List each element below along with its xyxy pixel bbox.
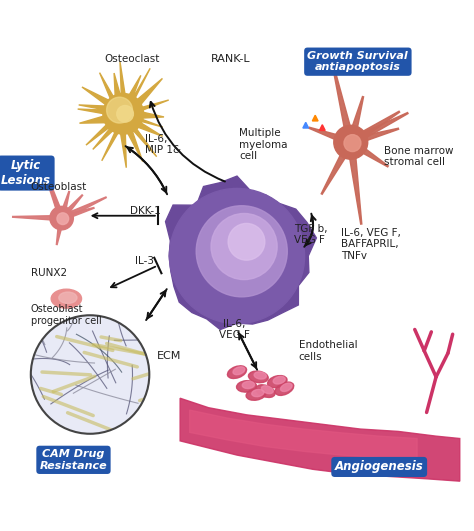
Polygon shape bbox=[61, 208, 94, 220]
Circle shape bbox=[107, 97, 132, 123]
Ellipse shape bbox=[256, 385, 275, 397]
Text: Osteoblast
progenitor cell: Osteoblast progenitor cell bbox=[31, 304, 101, 326]
Text: IL-6, VEG F,
BAFFAPRIL,
TNFv: IL-6, VEG F, BAFFAPRIL, TNFv bbox=[341, 228, 401, 261]
Ellipse shape bbox=[267, 375, 287, 388]
Ellipse shape bbox=[237, 381, 256, 392]
Text: CAM Drug
Resistance: CAM Drug Resistance bbox=[40, 449, 107, 470]
Polygon shape bbox=[319, 125, 325, 131]
Polygon shape bbox=[61, 197, 106, 220]
Ellipse shape bbox=[248, 371, 268, 383]
Polygon shape bbox=[56, 218, 64, 245]
Circle shape bbox=[196, 205, 287, 297]
Ellipse shape bbox=[275, 382, 294, 396]
Text: Angiogenesis: Angiogenesis bbox=[335, 460, 424, 474]
Polygon shape bbox=[165, 176, 316, 330]
Circle shape bbox=[103, 93, 144, 134]
Text: Osteoblast: Osteoblast bbox=[31, 182, 87, 192]
Polygon shape bbox=[312, 115, 318, 121]
Polygon shape bbox=[46, 179, 64, 219]
Polygon shape bbox=[347, 142, 362, 224]
Text: Growth Survival
antiapoptosis: Growth Survival antiapoptosis bbox=[308, 51, 408, 72]
Text: Endothelial
cells: Endothelial cells bbox=[299, 340, 357, 362]
Polygon shape bbox=[78, 62, 169, 168]
Circle shape bbox=[211, 213, 277, 280]
Polygon shape bbox=[60, 195, 82, 220]
Text: DKK-1: DKK-1 bbox=[130, 206, 161, 216]
Ellipse shape bbox=[228, 366, 246, 379]
Text: RANK-L: RANK-L bbox=[211, 54, 251, 64]
Text: IL-6,
VEG F: IL-6, VEG F bbox=[219, 319, 250, 340]
Polygon shape bbox=[13, 216, 62, 221]
Polygon shape bbox=[350, 128, 399, 146]
Ellipse shape bbox=[242, 381, 255, 389]
Circle shape bbox=[57, 213, 69, 225]
Text: RUNX2: RUNX2 bbox=[31, 268, 67, 278]
Polygon shape bbox=[349, 111, 400, 145]
Polygon shape bbox=[349, 139, 388, 167]
PathPatch shape bbox=[180, 398, 460, 481]
Circle shape bbox=[334, 125, 368, 159]
Text: Osteoclast: Osteoclast bbox=[104, 54, 160, 64]
Ellipse shape bbox=[233, 367, 245, 375]
Text: TGF b,
VEG F: TGF b, VEG F bbox=[294, 224, 328, 245]
PathPatch shape bbox=[190, 410, 417, 460]
Polygon shape bbox=[332, 63, 355, 143]
Text: Multiple
myeloma
cell: Multiple myeloma cell bbox=[239, 128, 288, 161]
Polygon shape bbox=[59, 192, 70, 219]
Ellipse shape bbox=[59, 292, 77, 303]
Ellipse shape bbox=[246, 389, 266, 400]
Ellipse shape bbox=[254, 372, 266, 379]
Ellipse shape bbox=[51, 289, 82, 308]
Ellipse shape bbox=[262, 386, 273, 393]
Text: IL-3: IL-3 bbox=[135, 256, 154, 266]
Ellipse shape bbox=[281, 383, 292, 391]
Text: IL-6,
MIP 1&: IL-6, MIP 1& bbox=[145, 134, 181, 156]
Polygon shape bbox=[321, 140, 354, 194]
Polygon shape bbox=[347, 97, 364, 143]
Polygon shape bbox=[303, 122, 309, 128]
Ellipse shape bbox=[273, 376, 285, 384]
Polygon shape bbox=[47, 177, 64, 219]
Circle shape bbox=[50, 207, 73, 230]
Text: Bone marrow
stromal cell: Bone marrow stromal cell bbox=[384, 145, 454, 167]
Text: Lytic
Lesions: Lytic Lesions bbox=[1, 159, 51, 187]
Text: ECM: ECM bbox=[156, 350, 181, 361]
Circle shape bbox=[31, 315, 149, 434]
Circle shape bbox=[228, 224, 265, 260]
Circle shape bbox=[169, 189, 305, 323]
Ellipse shape bbox=[252, 389, 264, 397]
Polygon shape bbox=[349, 113, 408, 145]
Circle shape bbox=[344, 135, 361, 151]
Polygon shape bbox=[309, 127, 352, 146]
Circle shape bbox=[117, 106, 133, 122]
